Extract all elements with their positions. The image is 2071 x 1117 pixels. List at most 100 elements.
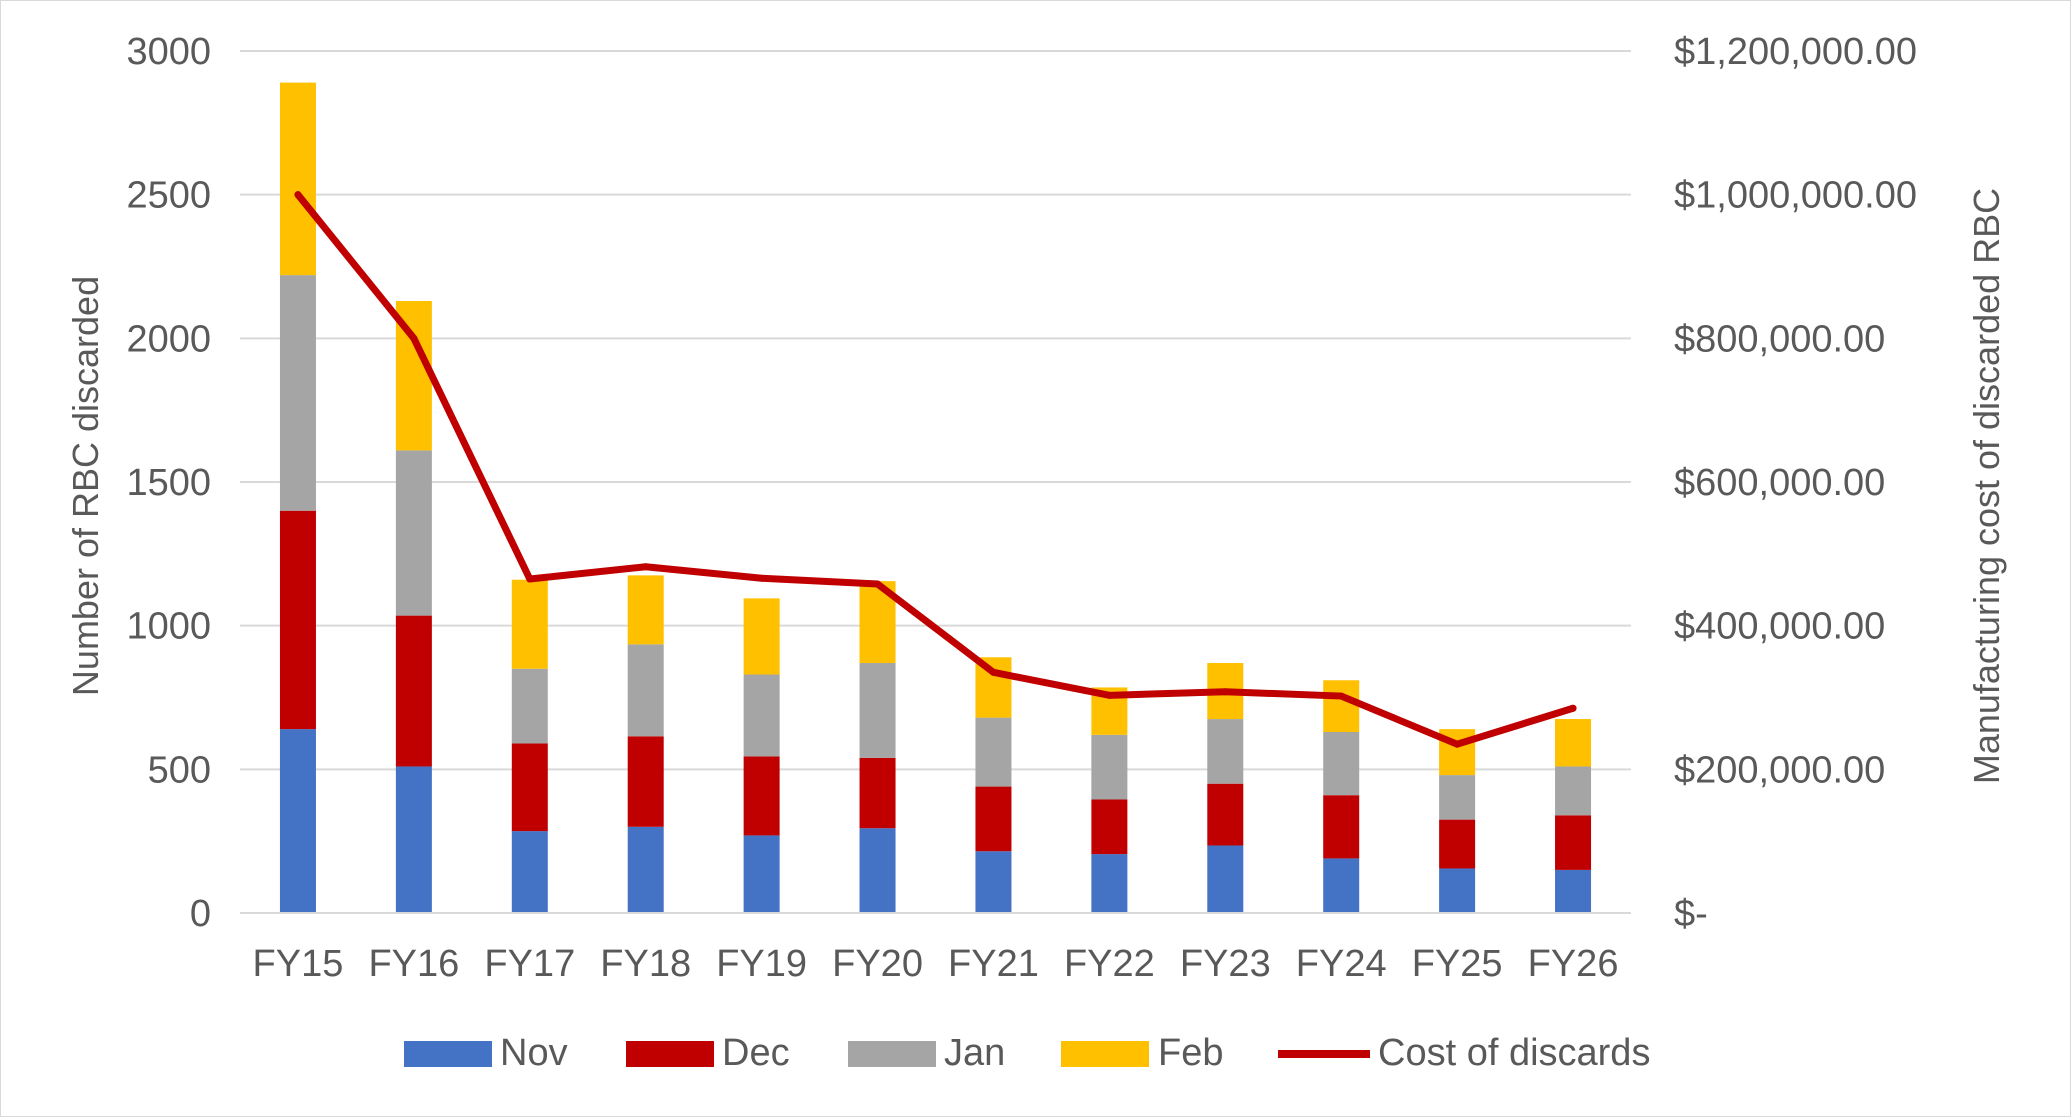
bar-fy17-jan bbox=[511, 668, 548, 744]
bar-fy18-dec bbox=[627, 736, 664, 827]
x-tick-label: FY19 bbox=[716, 943, 807, 985]
bar-fy25-dec bbox=[1439, 819, 1476, 869]
bar-fy25-nov bbox=[1439, 868, 1476, 913]
bar-fy26-dec bbox=[1555, 815, 1592, 870]
bar-fy17-dec bbox=[511, 743, 548, 832]
bar-fy16-jan bbox=[395, 450, 432, 616]
bar-fy19-nov bbox=[743, 835, 780, 913]
bar-fy18-feb bbox=[627, 575, 664, 645]
bar-fy18-nov bbox=[627, 826, 664, 913]
x-tick-label: FY26 bbox=[1528, 943, 1619, 985]
bar-fy16-dec bbox=[395, 615, 432, 767]
bar-fy15-feb bbox=[279, 82, 316, 276]
bar-fy22-jan bbox=[1091, 734, 1128, 800]
bar-fy24-feb bbox=[1323, 680, 1360, 732]
legend-swatch-feb bbox=[1061, 1041, 1149, 1067]
bar-fy22-nov bbox=[1091, 854, 1128, 913]
y-axis-title: Number of RBC discarded bbox=[65, 276, 106, 696]
cost-point-fy16 bbox=[410, 334, 418, 342]
y2-tick-label: $800,000.00 bbox=[1674, 318, 1885, 360]
legend-swatch-jan bbox=[848, 1041, 936, 1067]
bar-fy23-dec bbox=[1207, 783, 1244, 846]
legend-label-dec: Dec bbox=[722, 1032, 790, 1074]
x-tick-label: FY15 bbox=[253, 943, 344, 985]
x-tick-label: FY22 bbox=[1064, 943, 1155, 985]
bar-fy21-jan bbox=[975, 717, 1012, 787]
bar-fy21-dec bbox=[975, 786, 1012, 852]
y-tick-label: 3000 bbox=[126, 31, 211, 73]
cost-point-fy21 bbox=[989, 668, 997, 676]
x-tick-label: FY21 bbox=[948, 943, 1039, 985]
x-tick-label: FY25 bbox=[1412, 943, 1503, 985]
bar-fy17-feb bbox=[511, 579, 548, 669]
legend: Nov Dec Jan Feb Cost of discards bbox=[404, 1032, 1650, 1074]
cost-point-fy20 bbox=[874, 580, 882, 588]
legend-swatch-dec bbox=[626, 1041, 714, 1067]
cost-point-fy26 bbox=[1569, 704, 1577, 712]
left-axis-ticks: 0 500 1000 1500 2000 2500 3000 bbox=[126, 31, 211, 935]
x-tick-label: FY17 bbox=[484, 943, 575, 985]
stacked-bars bbox=[279, 82, 1592, 913]
bar-fy15-dec bbox=[279, 510, 316, 730]
bar-fy26-nov bbox=[1555, 869, 1592, 913]
y2-tick-label: $1,000,000.00 bbox=[1674, 175, 1917, 217]
x-tick-label: FY23 bbox=[1180, 943, 1271, 985]
cost-point-fy23 bbox=[1221, 688, 1229, 696]
bar-fy23-nov bbox=[1207, 845, 1244, 913]
cost-point-fy22 bbox=[1105, 691, 1113, 699]
bar-fy21-nov bbox=[975, 851, 1012, 913]
y2-tick-label: $600,000.00 bbox=[1674, 462, 1885, 504]
x-tick-label: FY20 bbox=[832, 943, 923, 985]
cost-line-path bbox=[294, 191, 1577, 748]
cost-point-fy15 bbox=[294, 191, 302, 199]
y-tick-label: 2000 bbox=[126, 318, 211, 360]
bar-fy26-jan bbox=[1555, 766, 1592, 816]
x-tick-label: FY18 bbox=[600, 943, 691, 985]
bar-fy19-jan bbox=[743, 674, 780, 757]
legend-label-nov: Nov bbox=[500, 1032, 568, 1074]
x-axis-ticks: FY15 FY16 FY17 FY18 FY19 FY20 FY21 FY22 FY23 FY24… bbox=[240, 912, 1631, 985]
bar-fy17-nov bbox=[511, 831, 548, 913]
legend-label-cost: Cost of discards bbox=[1378, 1032, 1650, 1074]
cost-line bbox=[294, 191, 1577, 748]
cost-point-fy18 bbox=[642, 563, 650, 571]
y2-axis-title: Manufacturing cost of discarded RBC bbox=[1966, 188, 2007, 784]
bar-fy20-nov bbox=[859, 828, 896, 913]
cost-point-fy17 bbox=[526, 575, 534, 583]
right-axis-ticks: $- $200,000.00 $400,000.00 $600,000.00 $800,… bbox=[1674, 31, 1917, 935]
cost-point-fy25 bbox=[1453, 740, 1461, 748]
cost-point-fy19 bbox=[758, 574, 766, 582]
y2-tick-label: $- bbox=[1674, 893, 1708, 935]
bar-fy15-jan bbox=[279, 275, 316, 511]
legend-swatch-nov bbox=[404, 1041, 492, 1067]
bar-fy19-feb bbox=[743, 598, 780, 675]
y-tick-label: 0 bbox=[190, 893, 211, 935]
x-tick-label: FY16 bbox=[368, 943, 459, 985]
bar-fy24-nov bbox=[1323, 858, 1360, 913]
legend-label-jan: Jan bbox=[944, 1032, 1005, 1074]
bar-fy20-jan bbox=[859, 663, 896, 758]
legend-label-feb: Feb bbox=[1158, 1032, 1223, 1074]
y2-tick-label: $400,000.00 bbox=[1674, 606, 1885, 648]
bar-fy22-dec bbox=[1091, 799, 1128, 855]
bar-fy20-dec bbox=[859, 757, 896, 829]
bar-fy15-nov bbox=[279, 729, 316, 913]
y-tick-label: 1000 bbox=[126, 606, 211, 648]
y-tick-label: 500 bbox=[148, 749, 211, 791]
bar-fy24-jan bbox=[1323, 731, 1360, 796]
bar-fy26-feb bbox=[1555, 719, 1592, 767]
bar-fy23-jan bbox=[1207, 719, 1244, 784]
bar-fy18-jan bbox=[627, 644, 664, 737]
cost-point-fy24 bbox=[1337, 692, 1345, 700]
x-tick-label: FY24 bbox=[1296, 943, 1387, 985]
bar-fy24-dec bbox=[1323, 795, 1360, 859]
bar-fy16-nov bbox=[395, 766, 432, 913]
bar-fy25-jan bbox=[1439, 775, 1476, 820]
y2-tick-label: $1,200,000.00 bbox=[1674, 31, 1917, 73]
y-tick-label: 2500 bbox=[126, 175, 211, 217]
bar-fy19-dec bbox=[743, 756, 780, 836]
gridlines bbox=[240, 50, 1631, 914]
y-tick-label: 1500 bbox=[126, 462, 211, 504]
